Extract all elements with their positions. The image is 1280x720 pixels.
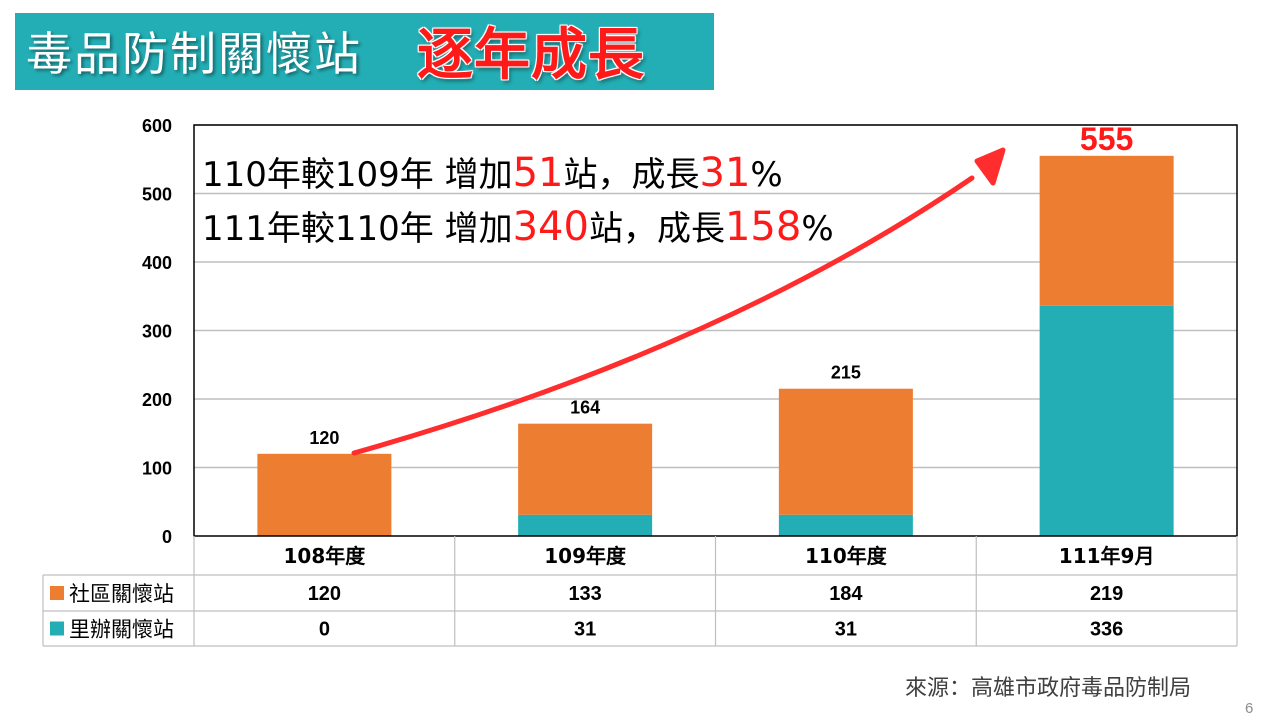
table-value: 31	[574, 619, 596, 641]
bar-segment	[518, 514, 653, 536]
page-title: 毒品防制關懷站	[26, 27, 362, 81]
bar-segment	[1039, 155, 1174, 306]
table-value: 133	[568, 583, 601, 605]
table-value: 219	[1090, 583, 1123, 605]
bar-segment	[1039, 305, 1174, 536]
table-value: 336	[1090, 619, 1123, 641]
bar-total-label: 215	[831, 363, 861, 383]
bar-segment	[778, 388, 913, 515]
source-note: 來源：高雄市政府毒品防制局	[905, 676, 1192, 701]
x-category-label: 111年9月	[1059, 544, 1155, 568]
annotation-line-1: 110年較109年 增加51站，成長31%	[202, 150, 783, 196]
y-tick-label: 600	[142, 116, 172, 136]
y-tick-label: 300	[142, 322, 172, 342]
x-category-label: 110年度	[805, 544, 888, 568]
y-tick-label: 200	[142, 390, 172, 410]
bar-total-label: 555	[1080, 121, 1133, 157]
legend-swatch	[50, 586, 64, 600]
growth-arrow-head	[974, 147, 1006, 186]
bar-total-label: 164	[570, 398, 600, 418]
title-banner	[15, 13, 714, 90]
table-value: 0	[319, 619, 330, 641]
bar-total-label: 120	[309, 428, 339, 448]
y-tick-label: 0	[162, 527, 172, 547]
bar-segment	[518, 423, 653, 515]
y-tick-label: 500	[142, 185, 172, 205]
bar-segment	[257, 453, 392, 536]
page-title-accent: 逐年成長	[417, 23, 645, 88]
table-value: 31	[835, 619, 857, 641]
y-tick-label: 100	[142, 459, 172, 479]
legend-swatch	[50, 621, 64, 636]
table-value: 184	[829, 583, 863, 605]
x-category-label: 109年度	[544, 544, 627, 568]
growth-arrow	[351, 175, 975, 456]
y-tick-label: 400	[142, 253, 172, 273]
table-value: 120	[308, 583, 341, 605]
x-category-label: 108年度	[284, 544, 367, 568]
bar-segment	[778, 514, 913, 536]
legend-label: 里辦關懷站	[69, 618, 174, 642]
legend-label: 社區關懷站	[69, 582, 174, 606]
page-number: 6	[1245, 700, 1254, 717]
annotation-line-2: 111年較110年 增加340站，成長158%	[202, 204, 834, 250]
